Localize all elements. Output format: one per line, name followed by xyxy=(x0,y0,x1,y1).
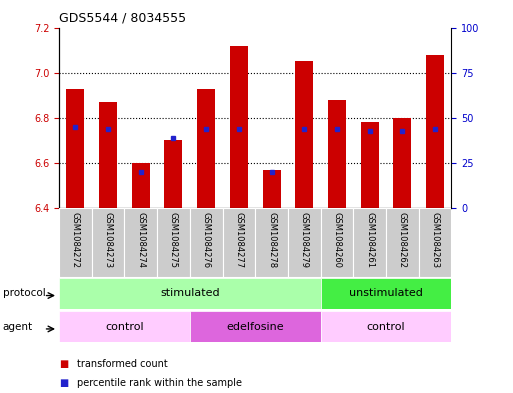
Text: GDS5544 / 8034555: GDS5544 / 8034555 xyxy=(59,12,186,25)
Bar xyxy=(165,140,183,208)
Bar xyxy=(197,88,215,208)
Text: protocol: protocol xyxy=(3,288,45,298)
Bar xyxy=(59,311,190,342)
Bar xyxy=(328,100,346,208)
Bar xyxy=(190,208,223,277)
Bar xyxy=(295,61,313,208)
Text: control: control xyxy=(105,321,144,332)
Bar xyxy=(230,46,248,208)
Bar xyxy=(426,55,444,208)
Bar xyxy=(132,163,150,208)
Text: GSM1084260: GSM1084260 xyxy=(332,212,342,268)
Bar xyxy=(361,122,379,208)
Bar xyxy=(419,208,451,277)
Text: stimulated: stimulated xyxy=(160,288,220,298)
Bar xyxy=(223,208,255,277)
Bar xyxy=(66,88,84,208)
Text: GSM1084279: GSM1084279 xyxy=(300,212,309,268)
Text: GSM1084261: GSM1084261 xyxy=(365,212,374,268)
Text: edelfosine: edelfosine xyxy=(226,321,284,332)
Bar xyxy=(59,278,321,309)
Bar xyxy=(288,208,321,277)
Bar xyxy=(321,208,353,277)
Bar xyxy=(59,208,92,277)
Text: GSM1084278: GSM1084278 xyxy=(267,212,276,268)
Bar xyxy=(353,208,386,277)
Bar xyxy=(321,311,451,342)
Bar xyxy=(124,208,157,277)
Bar xyxy=(157,208,190,277)
Text: transformed count: transformed count xyxy=(77,358,168,369)
Bar xyxy=(190,311,321,342)
Text: ■: ■ xyxy=(59,358,68,369)
Bar xyxy=(386,208,419,277)
Bar xyxy=(92,208,125,277)
Text: GSM1084277: GSM1084277 xyxy=(234,212,243,268)
Text: unstimulated: unstimulated xyxy=(349,288,423,298)
Text: control: control xyxy=(367,321,405,332)
Bar xyxy=(393,118,411,208)
Bar xyxy=(99,102,117,208)
Bar xyxy=(255,208,288,277)
Text: GSM1084272: GSM1084272 xyxy=(71,212,80,268)
Text: agent: agent xyxy=(3,322,33,332)
Text: GSM1084273: GSM1084273 xyxy=(104,212,112,268)
Text: GSM1084262: GSM1084262 xyxy=(398,212,407,268)
Text: percentile rank within the sample: percentile rank within the sample xyxy=(77,378,242,388)
Text: GSM1084263: GSM1084263 xyxy=(430,212,440,268)
Bar xyxy=(321,278,451,309)
Text: GSM1084276: GSM1084276 xyxy=(202,212,211,268)
Text: ■: ■ xyxy=(59,378,68,388)
Text: GSM1084275: GSM1084275 xyxy=(169,212,178,268)
Text: GSM1084274: GSM1084274 xyxy=(136,212,145,268)
Bar xyxy=(263,170,281,208)
